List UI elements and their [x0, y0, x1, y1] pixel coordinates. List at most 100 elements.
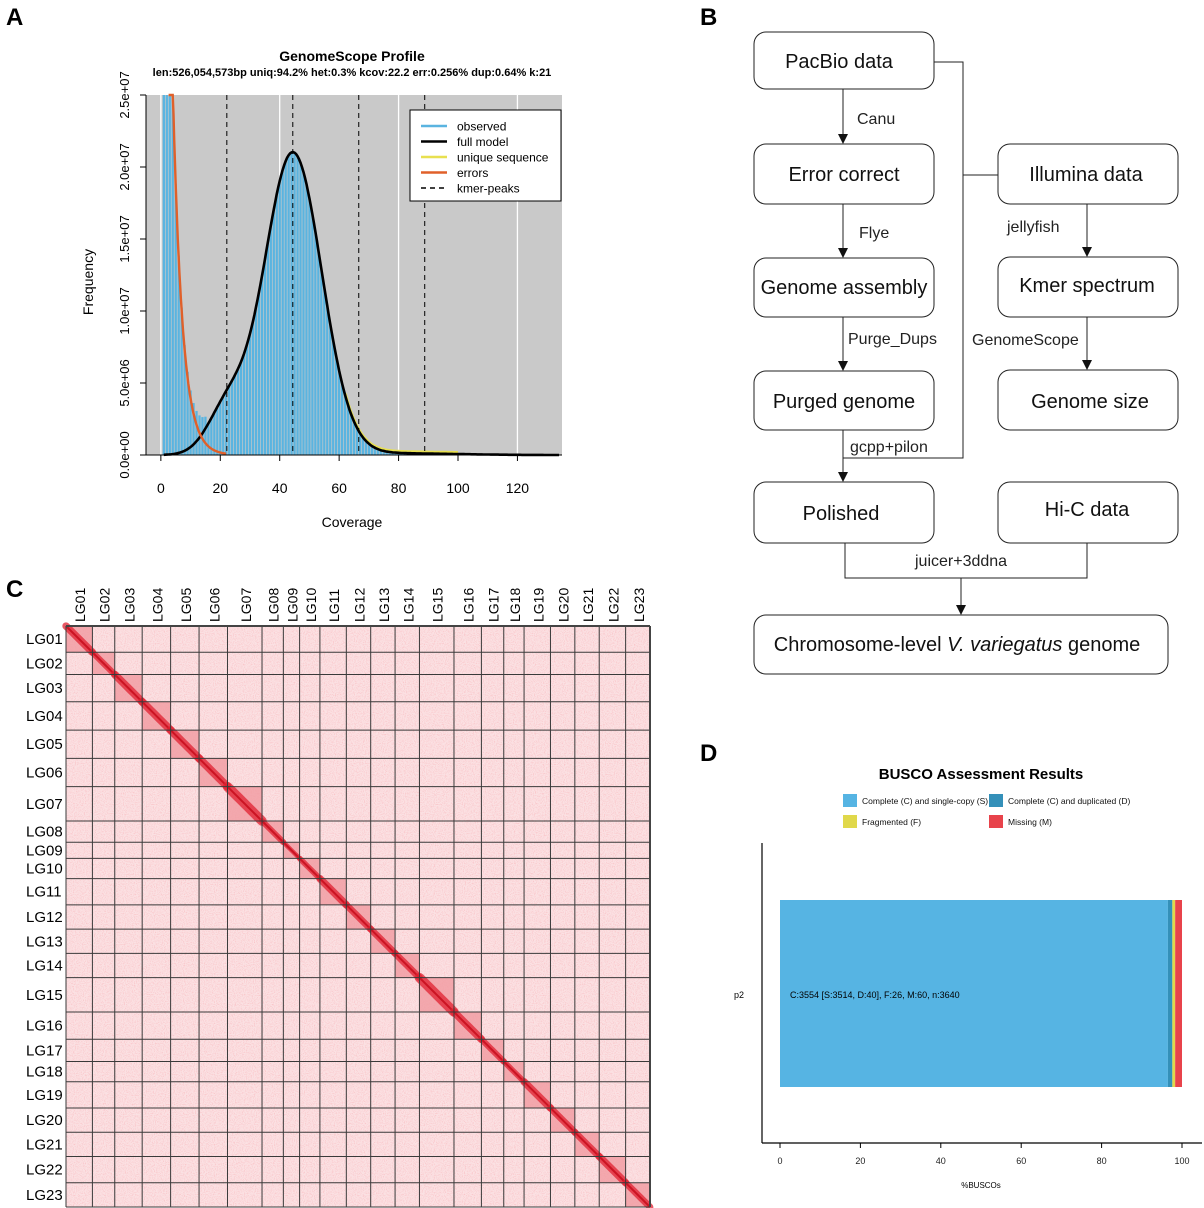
- histogram-bar: [367, 443, 371, 455]
- hic-top-label: LG07: [238, 588, 254, 622]
- edge-flye: Flye: [859, 225, 889, 242]
- hic-top-label: LG08: [266, 588, 282, 622]
- diagonal-core: [169, 729, 200, 760]
- hic-top-label: LG05: [178, 588, 194, 622]
- hic-left-label: LG18: [26, 1064, 63, 1081]
- histogram-bar: [263, 259, 267, 455]
- histogram-bar: [308, 198, 311, 456]
- genomescope-chart: GenomeScope Profile len:526,054,573bp un…: [80, 48, 562, 530]
- hic-top-label: LG20: [556, 588, 572, 622]
- hic-left-label: LG12: [26, 909, 63, 926]
- panel-label-d: D: [700, 740, 717, 767]
- histogram-bar: [213, 412, 216, 455]
- diagonal-core: [480, 1038, 505, 1063]
- histogram-bar: [355, 427, 359, 455]
- histogram-bar: [248, 333, 252, 455]
- histogram-bar: [281, 169, 284, 455]
- busco-legend: Complete (C) and single-copy (S) Complete…: [843, 794, 1131, 828]
- edge-juicer-3ddna: juicer+3ddna: [914, 553, 1007, 570]
- histogram-bar: [379, 450, 382, 455]
- busco-x-tick-label: 20: [855, 1156, 865, 1166]
- histogram-bar: [272, 209, 275, 455]
- y-tick-label: 2.0e+07: [117, 143, 132, 190]
- x-tick-label: 120: [506, 480, 530, 496]
- genomescope-subtitle: len:526,054,573bp uniq:94.2% het:0.3% kc…: [153, 67, 552, 79]
- histogram-bar: [245, 344, 249, 455]
- diagonal-core: [418, 976, 455, 1013]
- node-illumina-box: [997, 143, 1179, 205]
- node-final-genome: Chromosome-level V. variegatus genome: [774, 634, 1140, 656]
- x-tick-label: 60: [331, 480, 347, 496]
- histogram-bar: [302, 172, 305, 455]
- hic-top-label: LG15: [430, 588, 446, 622]
- hic-top-label: LG19: [530, 588, 546, 622]
- node-pacbio-box: [753, 31, 935, 90]
- histogram-bar: [257, 292, 261, 455]
- histogram-bar: [317, 249, 320, 455]
- hic-left-label: LG08: [26, 824, 63, 841]
- histogram-bar: [269, 225, 272, 455]
- hic-left-label: LG02: [26, 655, 63, 672]
- hic-left-label: LG15: [26, 987, 63, 1004]
- hic-top-label: LG16: [461, 588, 477, 622]
- hic-top-label: LG02: [97, 588, 113, 622]
- y-axis-label: Frequency: [80, 249, 96, 315]
- hic-left-label: LG11: [26, 884, 62, 901]
- diagonal-core: [453, 1011, 483, 1040]
- diagonal-core: [282, 841, 301, 860]
- histogram-bar: [287, 155, 290, 456]
- diagonal-core: [65, 625, 94, 653]
- diagonal-core: [394, 952, 421, 979]
- histogram-bar: [216, 406, 219, 455]
- histogram-bar: [260, 276, 264, 455]
- busco-legend-label: Missing (M): [1008, 817, 1052, 827]
- node-error-correct: Error correct: [788, 164, 900, 186]
- panel-label-b: B: [700, 4, 717, 31]
- hic-top-label: LG11: [326, 589, 342, 622]
- legend-label: full model: [457, 135, 508, 149]
- histogram-bar: [228, 385, 231, 455]
- hic-left-label: LG13: [26, 933, 63, 950]
- hic-top-label: LG12: [352, 588, 368, 622]
- hic-left-label: LG16: [26, 1018, 63, 1035]
- histogram-bar: [293, 152, 296, 455]
- hic-left-label: LG05: [26, 736, 63, 753]
- histogram-bar: [323, 287, 326, 455]
- histogram-bar: [382, 450, 385, 455]
- histogram-bar: [364, 440, 368, 455]
- histogram-bar: [290, 152, 293, 455]
- histogram-bar: [210, 418, 213, 455]
- hic-heatmap: LG01 LG02 LG03 LG04 LG05 LG06 LG07 LG08 LG09 LG10…: [26, 588, 654, 1208]
- hic-top-label: LG17: [486, 588, 502, 622]
- hic-top-label: LG09: [284, 588, 300, 622]
- hic-left-label: LG19: [26, 1087, 63, 1104]
- diagonal-core: [624, 1182, 651, 1208]
- diagonal-core: [549, 1107, 576, 1133]
- histogram-bar: [373, 447, 376, 455]
- histogram-bar: [305, 184, 308, 456]
- node-genome-size-box: [997, 369, 1179, 431]
- busco-chart: BUSCO Assessment Results Complete (C) an…: [734, 766, 1202, 1190]
- busco-segment: [1167, 900, 1173, 1087]
- histogram-bar: [332, 340, 335, 455]
- hic-left-label: LG17: [26, 1042, 63, 1059]
- hic-left-label: LG21: [26, 1136, 63, 1153]
- histogram-bar: [352, 421, 356, 455]
- histogram-bar: [251, 321, 255, 455]
- busco-segment: [780, 900, 1168, 1087]
- hic-top-label: LG13: [376, 588, 392, 622]
- busco-title: BUSCO Assessment Results: [879, 766, 1084, 783]
- histogram-bar: [370, 445, 373, 455]
- busco-x-tick-label: 60: [1016, 1156, 1026, 1166]
- histogram-bar: [236, 368, 240, 455]
- histogram-bar: [174, 183, 177, 456]
- histogram-bar: [189, 390, 192, 455]
- histogram-bar: [177, 255, 180, 455]
- busco-legend-swatch: [989, 794, 1003, 807]
- y-ticks: 0.0e+00 5.0e+06 1.0e+07 1.5e+07 2.0e+07 2.5e+…: [117, 71, 146, 479]
- histogram-bar: [311, 214, 314, 455]
- pacbio-to-polish-line: [843, 61, 964, 459]
- busco-category-label: p2: [734, 990, 744, 1000]
